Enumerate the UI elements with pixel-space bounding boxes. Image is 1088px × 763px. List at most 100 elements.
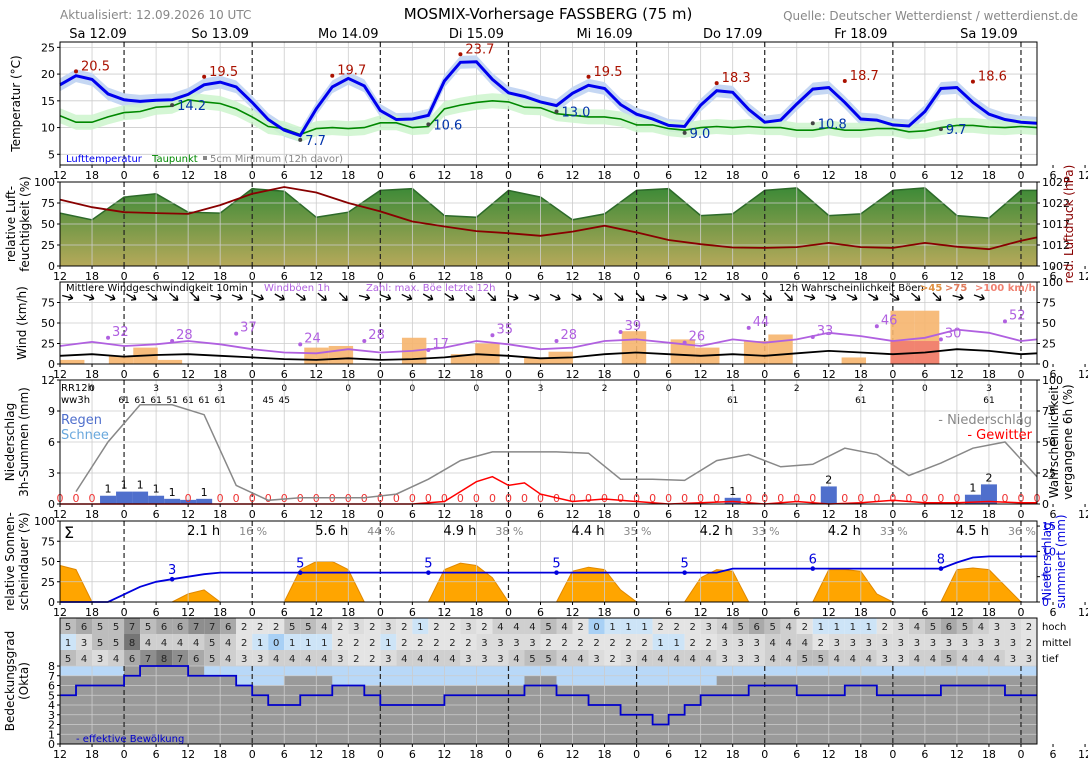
day-labels: Sa 12.09 So 13.09 Mo 14.09 Di 15.09 Mi 16.09…	[69, 27, 1018, 42]
gust-max-label: 28	[561, 328, 578, 343]
y-tick-label: 8	[48, 660, 55, 673]
sun-hours-label: 5.6 h	[315, 524, 348, 539]
cumulative-label: 6	[809, 553, 817, 568]
min-temp-label: 10.8	[818, 117, 847, 132]
wind-line	[59, 348, 1038, 361]
hour-label: 18	[982, 169, 996, 182]
cumulative-label: 5	[680, 557, 688, 572]
cloud-cell	[1020, 618, 1037, 634]
cloud-cell	[940, 634, 957, 650]
y2-tick-label: 1017	[1042, 218, 1070, 231]
cloud-value: 2	[625, 638, 631, 649]
sun-percent-label: 16 %	[239, 525, 267, 538]
cloud-value: 5	[738, 622, 744, 633]
arrow-head	[787, 295, 793, 302]
cloud-value: 4	[978, 654, 984, 665]
hour-label: 6	[665, 169, 672, 182]
hour-label: 6	[665, 270, 672, 283]
y-tick-label: 10	[41, 122, 55, 135]
wind-arrow	[147, 293, 158, 301]
arrow-shaft	[528, 294, 540, 300]
cloud-cell	[700, 650, 717, 666]
arrow-head	[406, 294, 413, 301]
gust-point	[618, 330, 623, 335]
hour-label: 0	[249, 169, 256, 182]
cloud-cell	[972, 634, 989, 650]
cloud-cell	[700, 618, 717, 634]
cloud-value: 4	[978, 622, 984, 633]
cloud-value: 3	[914, 638, 920, 649]
arrow-head	[618, 295, 624, 301]
cloud-cell	[156, 634, 173, 650]
wind-arrow	[784, 292, 793, 302]
cloud-cell	[156, 650, 173, 666]
legend-snow: Schnee	[61, 428, 109, 443]
cloud-cell	[908, 634, 925, 650]
wind-arrow	[973, 294, 985, 301]
extreme-point	[298, 137, 303, 142]
cloud-value: 3	[385, 654, 391, 665]
cloud-value: 2	[818, 638, 824, 649]
cloud-cell	[668, 650, 685, 666]
y2-tick-label: 25	[1042, 338, 1056, 351]
cloud-value: 4	[305, 654, 311, 665]
cloud-value: 4	[417, 654, 423, 665]
humidity-panel: 0 25 50 75 100 1007 1012 1017 1022 1027 12 18 0 6 12 18…	[4, 165, 1088, 284]
cloud-value: 5	[65, 654, 71, 665]
arrow-shaft	[317, 292, 327, 301]
cloud-value: 4	[786, 622, 792, 633]
hour-label: 0	[377, 508, 384, 521]
extreme-point	[842, 79, 847, 84]
y-tick-label: 5	[48, 148, 55, 161]
cloud-cell	[924, 634, 941, 650]
arrow-shaft	[784, 292, 793, 301]
hour-label: 6	[281, 606, 288, 619]
cloud-cell	[812, 634, 829, 650]
wind-arrow	[380, 294, 392, 301]
rr12h-value: 2	[858, 384, 864, 394]
hour-label: 0	[889, 368, 896, 381]
arrow-head	[172, 295, 179, 301]
extreme-point	[74, 69, 79, 74]
cloud-value: 4	[273, 654, 279, 665]
cloud-cell	[636, 634, 653, 650]
hour-label: 6	[921, 368, 928, 381]
hour-label: 6	[793, 508, 800, 521]
gust-max-label: 46	[881, 313, 898, 328]
cloud-cell	[492, 618, 509, 634]
cloud-cell	[412, 634, 429, 650]
hour-label: 18	[726, 606, 740, 619]
hour-label: 18	[726, 748, 740, 761]
legend-rain: Regen	[61, 413, 102, 428]
cloud-value: 4	[657, 654, 663, 665]
rr12h-value: 3	[986, 384, 992, 394]
cloud-value: 7	[145, 654, 151, 665]
cloud-value: 3	[898, 638, 904, 649]
arrow-shaft	[380, 294, 391, 300]
cloud-value: 4	[786, 654, 792, 665]
cloud-value: 2	[609, 638, 615, 649]
arrow-shaft	[889, 293, 900, 301]
hour-label: 12	[53, 368, 67, 381]
precip-bar	[820, 486, 837, 504]
cloud-value: 5	[97, 638, 103, 649]
cumulative-point	[554, 570, 559, 575]
cloud-value: 5	[97, 622, 103, 633]
y-tick-label: 6	[48, 436, 55, 449]
cloud-cell	[908, 650, 925, 666]
cloud-cell	[492, 650, 509, 666]
axis-label: (Okta)	[17, 662, 31, 700]
arrow-head	[809, 293, 816, 301]
hour-label: 6	[793, 748, 800, 761]
cloud-cell	[396, 618, 413, 634]
gust-point	[106, 335, 111, 340]
hour-label: 18	[213, 606, 227, 619]
extreme-point	[938, 127, 943, 132]
cloud-cell	[652, 634, 669, 650]
cloud-value: 3	[465, 622, 471, 633]
gust-line	[59, 328, 1038, 355]
cloud-value: 8	[129, 638, 135, 649]
precip-amount-label: 1	[153, 483, 160, 496]
precip-amount-label: 1	[121, 479, 128, 492]
cloud-value: 5	[930, 622, 936, 633]
